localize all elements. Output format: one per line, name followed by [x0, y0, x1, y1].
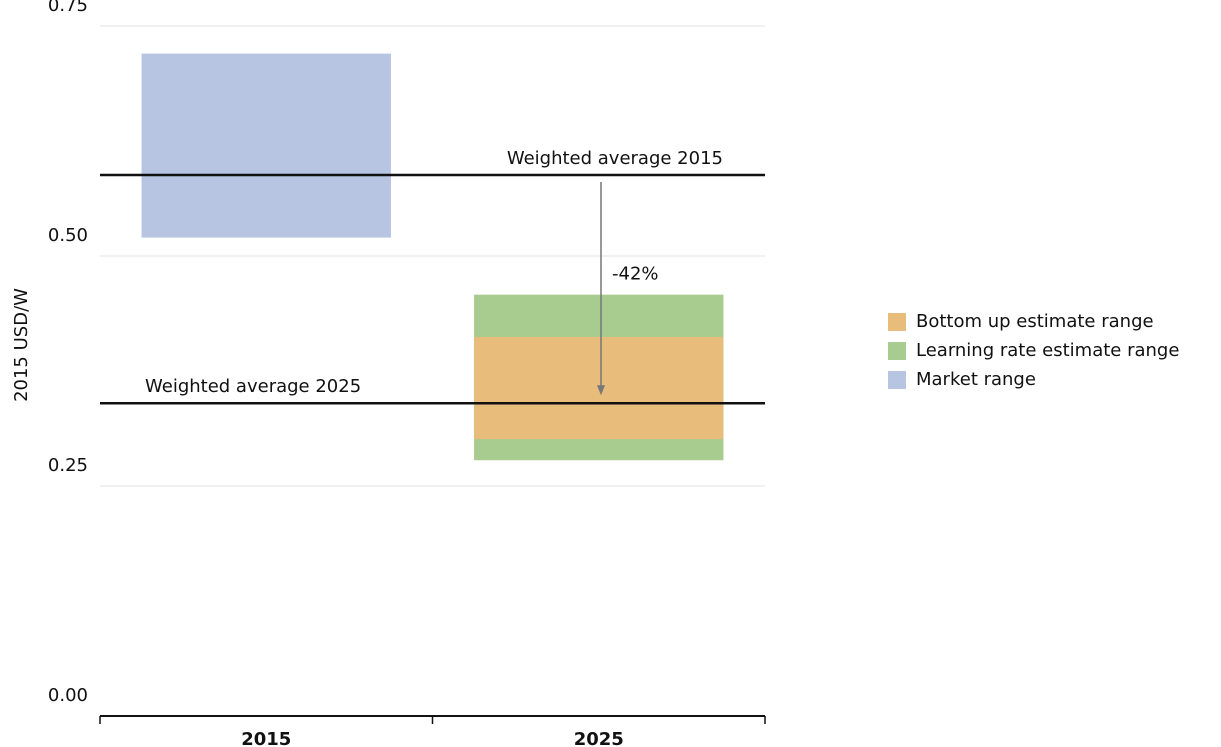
- legend-label: Learning rate estimate range: [916, 340, 1179, 361]
- legend-label: Bottom up estimate range: [916, 311, 1154, 332]
- y-axis-label: 2015 USD/W: [11, 288, 32, 402]
- y-tick-label: 0.25: [48, 455, 88, 476]
- y-tick-label: 0.00: [48, 685, 88, 706]
- legend-swatch: [888, 313, 906, 331]
- y-tick-label: 0.50: [48, 225, 88, 246]
- annotation: -42%: [612, 264, 659, 285]
- reference-line-label: Weighted average 2015: [507, 148, 723, 169]
- y-tick-label: 0.75: [48, 0, 88, 16]
- legend-label: Market range: [916, 369, 1036, 390]
- x-tick-label: 2025: [574, 729, 624, 747]
- legend-swatch: [888, 371, 906, 389]
- range-bar: [141, 53, 391, 238]
- legend-swatch: [888, 342, 906, 360]
- reference-line-label: Weighted average 2025: [145, 376, 361, 397]
- arrow-head: [597, 385, 605, 396]
- x-tick-label: 2015: [241, 729, 291, 747]
